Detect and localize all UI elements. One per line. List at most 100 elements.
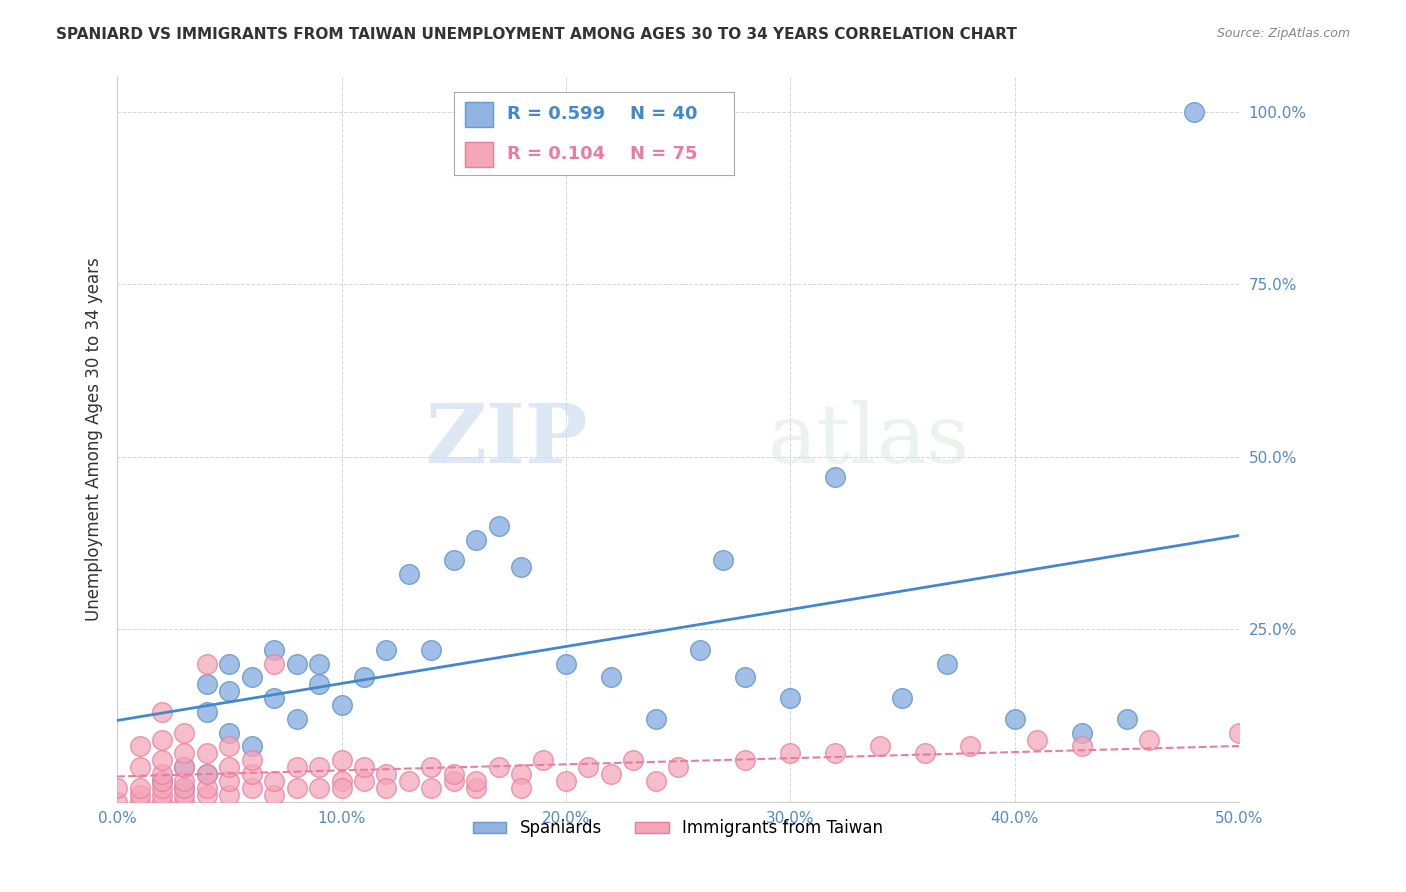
Point — [105, 795, 128, 809]
Point — [218, 739, 240, 754]
Point — [644, 712, 666, 726]
Text: atlas: atlas — [768, 400, 970, 480]
Point — [150, 767, 173, 781]
Point — [510, 767, 533, 781]
Point — [959, 739, 981, 754]
Point — [711, 553, 734, 567]
Point — [330, 780, 353, 795]
Point — [330, 698, 353, 712]
Point — [1070, 739, 1092, 754]
Point — [1137, 732, 1160, 747]
Point — [105, 780, 128, 795]
Point — [173, 725, 195, 739]
Point — [240, 739, 263, 754]
Point — [1026, 732, 1049, 747]
Point — [465, 780, 488, 795]
Text: ZIP: ZIP — [426, 400, 588, 480]
Point — [195, 705, 218, 719]
Point — [173, 747, 195, 761]
Point — [285, 780, 308, 795]
Point — [150, 773, 173, 788]
Point — [218, 725, 240, 739]
Point — [398, 773, 420, 788]
Point — [240, 753, 263, 767]
Point — [173, 780, 195, 795]
Point — [398, 566, 420, 581]
Point — [375, 780, 398, 795]
Point — [1004, 712, 1026, 726]
Point — [1070, 725, 1092, 739]
Point — [263, 691, 285, 706]
Point — [599, 670, 621, 684]
Point — [285, 712, 308, 726]
Point — [128, 780, 150, 795]
Point — [465, 773, 488, 788]
Point — [914, 747, 936, 761]
Point — [263, 773, 285, 788]
Point — [195, 747, 218, 761]
Point — [824, 470, 846, 484]
Point — [420, 760, 443, 774]
Point — [195, 677, 218, 691]
Point — [779, 747, 801, 761]
Point — [128, 795, 150, 809]
Point — [218, 788, 240, 802]
Point — [285, 657, 308, 671]
Point — [173, 760, 195, 774]
Point — [195, 767, 218, 781]
Point — [263, 657, 285, 671]
Point — [779, 691, 801, 706]
Point — [533, 753, 555, 767]
Point — [308, 657, 330, 671]
Point — [173, 788, 195, 802]
Point — [443, 773, 465, 788]
Point — [173, 795, 195, 809]
Point — [285, 760, 308, 774]
Point — [936, 657, 959, 671]
Point — [443, 553, 465, 567]
Point — [173, 760, 195, 774]
Point — [824, 747, 846, 761]
Point — [1115, 712, 1137, 726]
Point — [218, 684, 240, 698]
Point — [510, 780, 533, 795]
Point — [240, 780, 263, 795]
Point — [195, 767, 218, 781]
Point — [263, 788, 285, 802]
Point — [150, 753, 173, 767]
Point — [150, 732, 173, 747]
Point — [891, 691, 914, 706]
Point — [240, 670, 263, 684]
Point — [128, 788, 150, 802]
Text: SPANIARD VS IMMIGRANTS FROM TAIWAN UNEMPLOYMENT AMONG AGES 30 TO 34 YEARS CORREL: SPANIARD VS IMMIGRANTS FROM TAIWAN UNEMP… — [56, 27, 1017, 42]
Point — [554, 657, 576, 671]
Point — [150, 773, 173, 788]
Point — [1182, 104, 1205, 119]
Point — [666, 760, 689, 774]
Point — [443, 767, 465, 781]
Point — [128, 739, 150, 754]
Point — [644, 773, 666, 788]
Point — [510, 560, 533, 574]
Point — [330, 773, 353, 788]
Point — [353, 670, 375, 684]
Point — [173, 780, 195, 795]
Point — [195, 788, 218, 802]
Point — [308, 780, 330, 795]
Point — [353, 773, 375, 788]
Point — [218, 657, 240, 671]
Point — [150, 705, 173, 719]
Point — [150, 795, 173, 809]
Point — [554, 773, 576, 788]
Point — [734, 753, 756, 767]
Point — [576, 760, 599, 774]
Point — [599, 767, 621, 781]
Point — [1227, 725, 1250, 739]
Point — [375, 643, 398, 657]
Point — [488, 518, 510, 533]
Point — [128, 760, 150, 774]
Text: Source: ZipAtlas.com: Source: ZipAtlas.com — [1216, 27, 1350, 40]
Point — [353, 760, 375, 774]
Y-axis label: Unemployment Among Ages 30 to 34 years: Unemployment Among Ages 30 to 34 years — [86, 258, 103, 622]
Point — [420, 643, 443, 657]
